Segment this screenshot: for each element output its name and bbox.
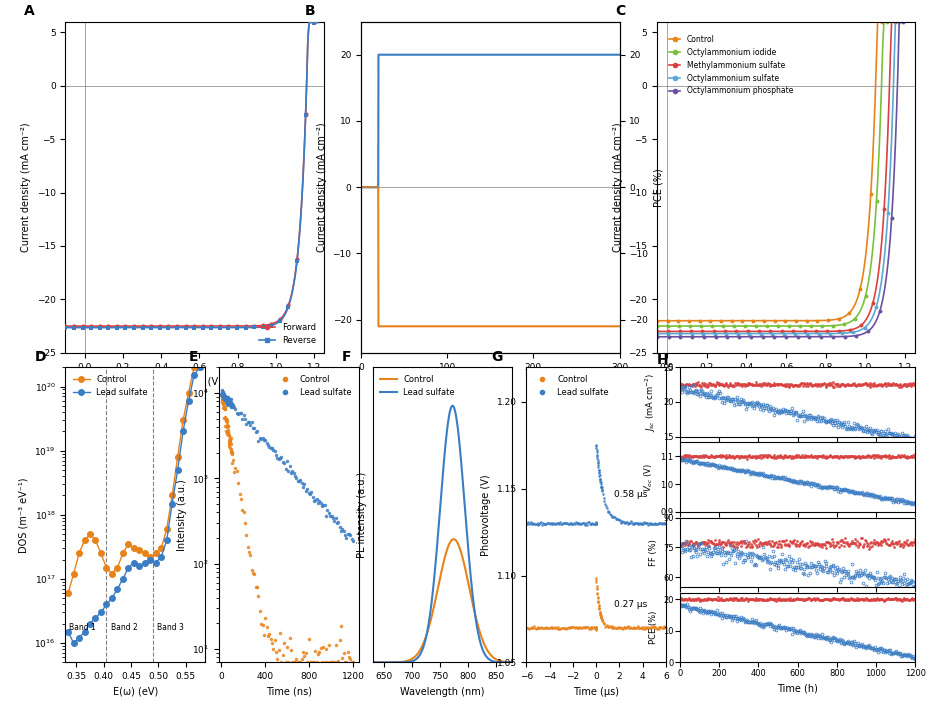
Control xyxy=(134,546,145,554)
Lead sulfate xyxy=(189,371,200,379)
Text: E: E xyxy=(189,351,198,364)
Lead sulfate xyxy=(79,627,91,636)
X-axis label: Time (h): Time (h) xyxy=(777,683,818,693)
Control xyxy=(128,544,139,553)
Lead sulfate xyxy=(134,562,145,570)
Control xyxy=(63,589,74,598)
Control xyxy=(90,536,101,544)
Control xyxy=(106,570,118,578)
Text: G: G xyxy=(491,351,502,364)
Lead sulfate xyxy=(145,555,156,564)
Legend: Control, Octylammonium iodide, Methylammonium sulfate, Octylammonium sulfate, Oc: Control, Octylammonium iodide, Methylamm… xyxy=(666,32,796,99)
Legend: Control, Lead sulfate: Control, Lead sulfate xyxy=(376,372,459,400)
Text: C: C xyxy=(616,4,626,18)
Control xyxy=(122,540,134,549)
Lead sulfate xyxy=(150,558,162,567)
Lead sulfate xyxy=(112,585,123,593)
Lead sulfate xyxy=(156,553,167,562)
Lead sulfate xyxy=(183,397,194,405)
Y-axis label: PL intensity (a.u.): PL intensity (a.u.) xyxy=(357,472,367,558)
Control xyxy=(166,491,177,500)
Lead sulfate xyxy=(101,600,112,609)
Control xyxy=(189,363,200,372)
Legend: Control, Lead sulfate: Control, Lead sulfate xyxy=(273,372,355,400)
Control xyxy=(68,570,79,578)
Lead sulfate xyxy=(68,639,79,647)
Legend: Control, Lead sulfate: Control, Lead sulfate xyxy=(531,372,612,400)
Y-axis label: Current density (mA cm⁻²): Current density (mA cm⁻²) xyxy=(613,122,623,252)
Control xyxy=(112,563,123,572)
Control xyxy=(79,536,91,544)
Text: Band 2: Band 2 xyxy=(111,623,137,631)
Y-axis label: Current density (mA cm⁻²): Current density (mA cm⁻²) xyxy=(317,122,327,252)
Control xyxy=(172,453,183,462)
Text: F: F xyxy=(342,351,351,364)
Control xyxy=(156,544,167,553)
X-axis label: Voltage (V): Voltage (V) xyxy=(167,377,221,387)
Y-axis label: Photovoltage (V): Photovoltage (V) xyxy=(481,474,491,556)
Text: H: H xyxy=(657,353,668,366)
X-axis label: Time (s): Time (s) xyxy=(471,377,510,387)
Lead sulfate xyxy=(122,563,134,572)
Lead sulfate xyxy=(106,594,118,603)
Line: Lead sulfate: Lead sulfate xyxy=(65,364,203,646)
Lead sulfate xyxy=(139,558,150,567)
Lead sulfate xyxy=(166,499,177,508)
Y-axis label: PCE (%): PCE (%) xyxy=(648,611,658,644)
Control xyxy=(145,553,156,562)
Lead sulfate xyxy=(118,575,129,583)
Y-axis label: $J_{sc}$ (mA cm$^{-2}$): $J_{sc}$ (mA cm$^{-2}$) xyxy=(644,372,658,431)
Y-axis label: $V_{oc}$ (V): $V_{oc}$ (V) xyxy=(643,463,655,492)
Control xyxy=(150,549,162,558)
Y-axis label: PCE (%): PCE (%) xyxy=(654,168,664,207)
X-axis label: Voltage (V): Voltage (V) xyxy=(759,377,814,387)
Control xyxy=(101,563,112,572)
Lead sulfate xyxy=(128,558,139,567)
Text: 0.58 μs: 0.58 μs xyxy=(614,490,647,500)
Lead sulfate xyxy=(74,634,85,642)
Control xyxy=(95,549,106,558)
Lead sulfate xyxy=(161,536,172,544)
Control xyxy=(74,549,85,558)
Text: A: A xyxy=(24,4,35,18)
Legend: Control, Lead sulfate: Control, Lead sulfate xyxy=(69,372,151,400)
Lead sulfate xyxy=(84,619,95,628)
X-axis label: Time (μs): Time (μs) xyxy=(573,687,619,697)
Control xyxy=(139,549,150,558)
Control xyxy=(177,415,189,424)
Control xyxy=(118,549,129,558)
Lead sulfate xyxy=(194,363,205,372)
Line: Control: Control xyxy=(65,364,203,596)
Control xyxy=(161,525,172,534)
X-axis label: Wavelength (nm): Wavelength (nm) xyxy=(401,687,485,697)
Y-axis label: DOS (m⁻³ eV⁻¹): DOS (m⁻³ eV⁻¹) xyxy=(19,477,29,552)
X-axis label: E(ω) (eV): E(ω) (eV) xyxy=(113,687,158,697)
Text: D: D xyxy=(35,351,46,364)
Y-axis label: FF (%): FF (%) xyxy=(648,539,658,566)
Control xyxy=(183,388,194,397)
Legend: Forward, Reverse: Forward, Reverse xyxy=(256,320,319,348)
Lead sulfate xyxy=(172,466,183,474)
Text: Band 1: Band 1 xyxy=(69,623,96,631)
Control xyxy=(84,530,95,539)
Lead sulfate xyxy=(63,627,74,636)
Y-axis label: Intensity (a.u.): Intensity (a.u.) xyxy=(177,479,187,551)
X-axis label: Time (ns): Time (ns) xyxy=(266,687,312,697)
Text: B: B xyxy=(304,4,315,18)
Y-axis label: Current density (mA cm⁻²): Current density (mA cm⁻²) xyxy=(21,122,31,252)
Text: Band 3: Band 3 xyxy=(157,623,184,631)
Lead sulfate xyxy=(177,427,189,436)
Text: 0.27 μs: 0.27 μs xyxy=(614,600,647,609)
Control xyxy=(194,363,205,372)
Lead sulfate xyxy=(95,608,106,617)
Lead sulfate xyxy=(90,613,101,622)
